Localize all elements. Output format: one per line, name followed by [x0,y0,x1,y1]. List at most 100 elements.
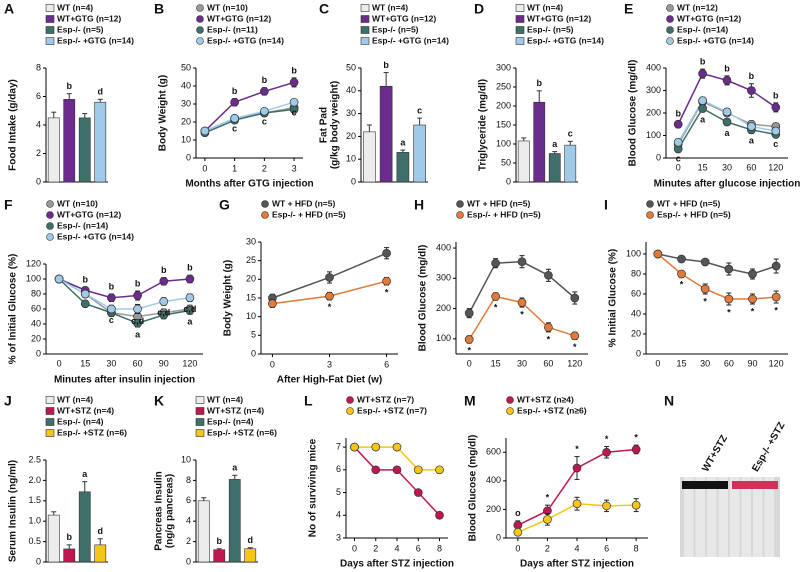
legend-swatch [46,222,54,230]
significance-label: a [187,317,193,327]
y-tick-label: 10 [346,154,356,164]
data-point [289,97,299,107]
y-tick-label: 20 [31,333,41,343]
legend-label: Esp-/- +GTG (n=14) [372,35,449,45]
data-point [677,269,686,279]
data-point [413,465,423,475]
x-tick-label: 15 [80,358,90,368]
data-point [159,310,169,320]
legend-label: WT (n=10) [57,198,98,208]
blot-lane [684,477,694,557]
legend-label: Esp-/- +STZ (n=7) [357,405,427,415]
legend-swatch [506,396,514,404]
legend-label: WT+STZ (n≥4) [517,394,574,404]
legend-swatch [666,37,674,45]
legend-swatch [346,407,354,415]
data-point [513,527,523,537]
y-tick-label: 400 [436,242,451,252]
significance-label: b [537,78,543,88]
significance-label: c [262,116,267,126]
legend-label: Esp-/- (n=4) [57,416,104,426]
legend-label: WT (n=4) [207,394,243,404]
data-point [371,442,381,452]
legend-swatch [515,15,525,23]
legend-label: Esp-/- (n=11) [207,24,258,34]
legend-swatch [515,4,525,12]
error-bar [552,151,558,154]
y-tick-label: 0 [36,348,41,358]
legend-label: Esp-/- (n=5) [57,24,104,34]
x-tick-label: 0 [352,543,357,553]
bar [213,549,226,563]
x-tick-label: 30 [700,358,710,368]
significance-label: b [217,536,223,546]
error-bar [216,548,222,550]
panel-label: E [624,1,633,17]
error-bar [232,474,238,480]
y-tick-label: 8 [36,62,41,72]
legend-label: WT+GTG (n=12) [57,13,121,23]
data-point [771,126,781,136]
y-tick-label: 60 [631,288,641,298]
legend-swatch [196,4,204,12]
lane-label: Esp-/- +STZ [750,420,787,473]
error-bar [521,137,527,141]
blot-lane [718,477,728,557]
legend-label: Esp-/- +STZ (n=6) [207,427,277,437]
significance-label: c [109,315,114,325]
y-axis-label: Triglyceride (mg/dl) [478,79,489,171]
x-tick-label: 0 [57,358,62,368]
legend-swatch [46,200,54,208]
x-tick-label: 6 [604,543,609,553]
x-tick-label: 6 [384,359,389,369]
legend-label: Esp-/- (n=5) [372,24,419,34]
x-tick-label: 15 [676,358,686,368]
y-tick-label: 30 [246,236,256,246]
y-tick-label: 10 [246,311,256,321]
data-point [747,86,756,95]
y-tick-label: 400 [646,62,661,72]
x-tick-label: 60 [746,162,756,172]
legend-swatch [360,26,370,34]
y-tick-label: 4 [36,119,41,129]
legend-swatch [456,211,464,219]
panel-label: L [304,393,313,409]
legend-swatch [195,396,205,404]
x-tick-label: 0 [515,543,520,553]
error-bar [51,511,57,516]
x-tick-label: 0 [467,358,472,368]
y-tick-label: 120 [26,258,41,268]
significance-label: * [680,279,684,289]
data-point [602,501,611,511]
legend-swatch [195,418,205,426]
bar [548,153,561,183]
band [732,481,778,489]
data-point [350,442,359,452]
legend-label: Esp-/- + HFD (n=5) [657,209,731,219]
legend-label: WT+GTG (n=12) [207,13,271,23]
data-point [133,291,142,300]
data-point [517,257,527,267]
significance-label: c,d [131,316,144,326]
y-tick-label: 250 [496,81,511,91]
series-line [657,253,777,300]
error-bar [417,117,423,125]
data-point [185,306,195,315]
data-point [653,249,663,259]
error-bar [82,481,88,492]
legend-label: Esp-/- (n=4) [207,416,254,426]
blot-lane [764,477,774,557]
significance-label: b [749,71,755,81]
panel-label: C [319,1,329,17]
data-point [413,488,423,497]
data-point [159,297,169,306]
y-tick-label: 0 [656,152,661,162]
y-axis-label: Pancreas Insulin [154,471,165,550]
data-point [435,465,444,475]
panel-label: M [464,393,476,409]
significance-label: c [773,139,778,149]
significance-label: a [232,463,238,473]
panel-label: B [154,1,164,17]
legend-swatch [45,429,55,437]
